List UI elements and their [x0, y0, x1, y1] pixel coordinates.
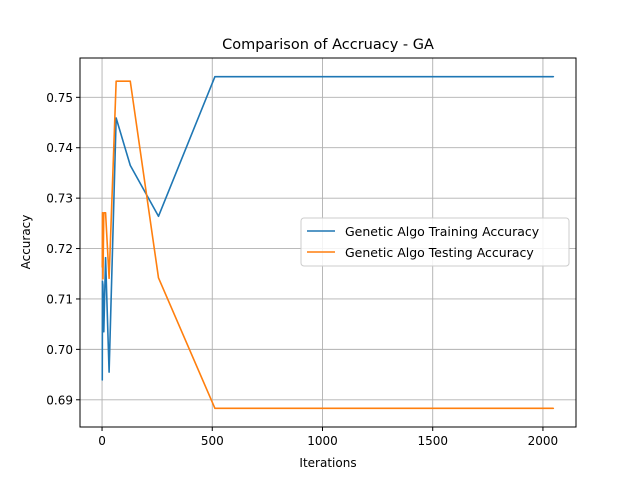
series-point	[103, 212, 105, 214]
y-tick-label: 0.74	[46, 141, 73, 155]
series-point	[214, 76, 216, 78]
series-point	[129, 80, 131, 82]
series-point	[552, 407, 555, 409]
series-point	[102, 284, 104, 286]
series-point	[129, 164, 131, 166]
legend-box	[300, 217, 570, 267]
y-tick-label: 0.70	[46, 343, 73, 357]
x-tick-label: 2000	[528, 434, 559, 448]
series-line-testing	[101, 80, 554, 410]
x-axis-label: Iterations	[299, 456, 356, 470]
legend-label-training: Genetic Algo Training Accuracy	[345, 224, 540, 239]
y-tick-label: 0.71	[46, 292, 73, 306]
series-point	[157, 215, 160, 217]
series-point	[327, 407, 329, 409]
series-point	[104, 257, 107, 259]
series-point	[104, 212, 107, 214]
series-point	[115, 80, 117, 82]
series-point	[101, 212, 104, 214]
series-point	[101, 266, 103, 268]
y-tick-label: 0.72	[46, 242, 73, 256]
series-point	[101, 280, 104, 282]
x-tick-label: 1500	[417, 434, 448, 448]
y-tick-label: 0.75	[46, 91, 73, 105]
y-tick-label: 0.69	[46, 393, 73, 407]
x-tick-label: 1000	[307, 434, 338, 448]
series-point	[115, 117, 117, 119]
legend-label-testing: Genetic Algo Testing Accuracy	[345, 245, 534, 260]
x-tick-label: 500	[201, 434, 224, 448]
y-axis-ticks: 0.69 0.70 0.71 0.72 0.73 0.74 0.75	[46, 91, 80, 407]
series-point	[108, 371, 110, 373]
series-layer	[101, 75, 555, 410]
chart-title: Comparison of Accruacy - GA	[222, 37, 434, 53]
series-point	[102, 278, 104, 280]
series-point	[157, 277, 160, 279]
y-axis-label: Accuracy	[19, 215, 33, 270]
x-tick-label: 0	[98, 434, 106, 448]
series-point	[327, 76, 329, 78]
y-tick-label: 0.73	[46, 192, 73, 206]
legend: Genetic Algo Training Accuracy Genetic A…	[300, 217, 570, 267]
series-point	[552, 76, 555, 78]
series-point	[103, 331, 105, 333]
series-point	[108, 277, 110, 279]
plot-frame	[79, 57, 577, 428]
series-point	[101, 379, 103, 381]
x-axis-ticks: 0 500 1000 1500 2000	[98, 427, 558, 448]
series-point	[214, 407, 216, 409]
